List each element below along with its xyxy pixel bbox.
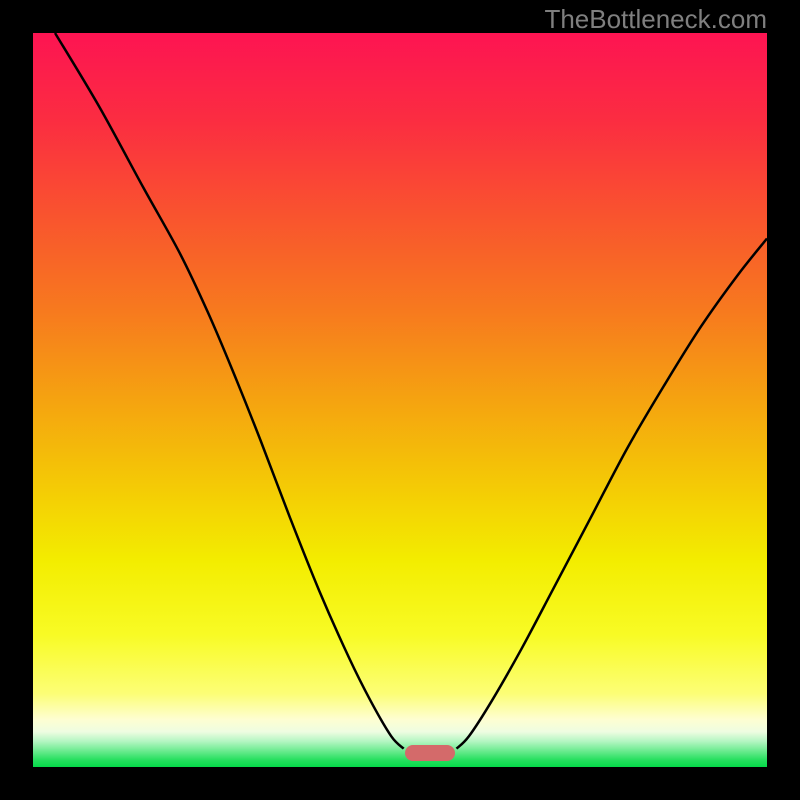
plot-area	[33, 33, 767, 767]
curve-right-branch	[457, 239, 767, 749]
optimum-marker	[405, 745, 455, 761]
watermark-text: TheBottleneck.com	[544, 4, 767, 35]
chart-root: TheBottleneck.com	[0, 0, 800, 800]
bottleneck-curve	[33, 33, 767, 767]
curve-left-branch	[55, 33, 404, 749]
